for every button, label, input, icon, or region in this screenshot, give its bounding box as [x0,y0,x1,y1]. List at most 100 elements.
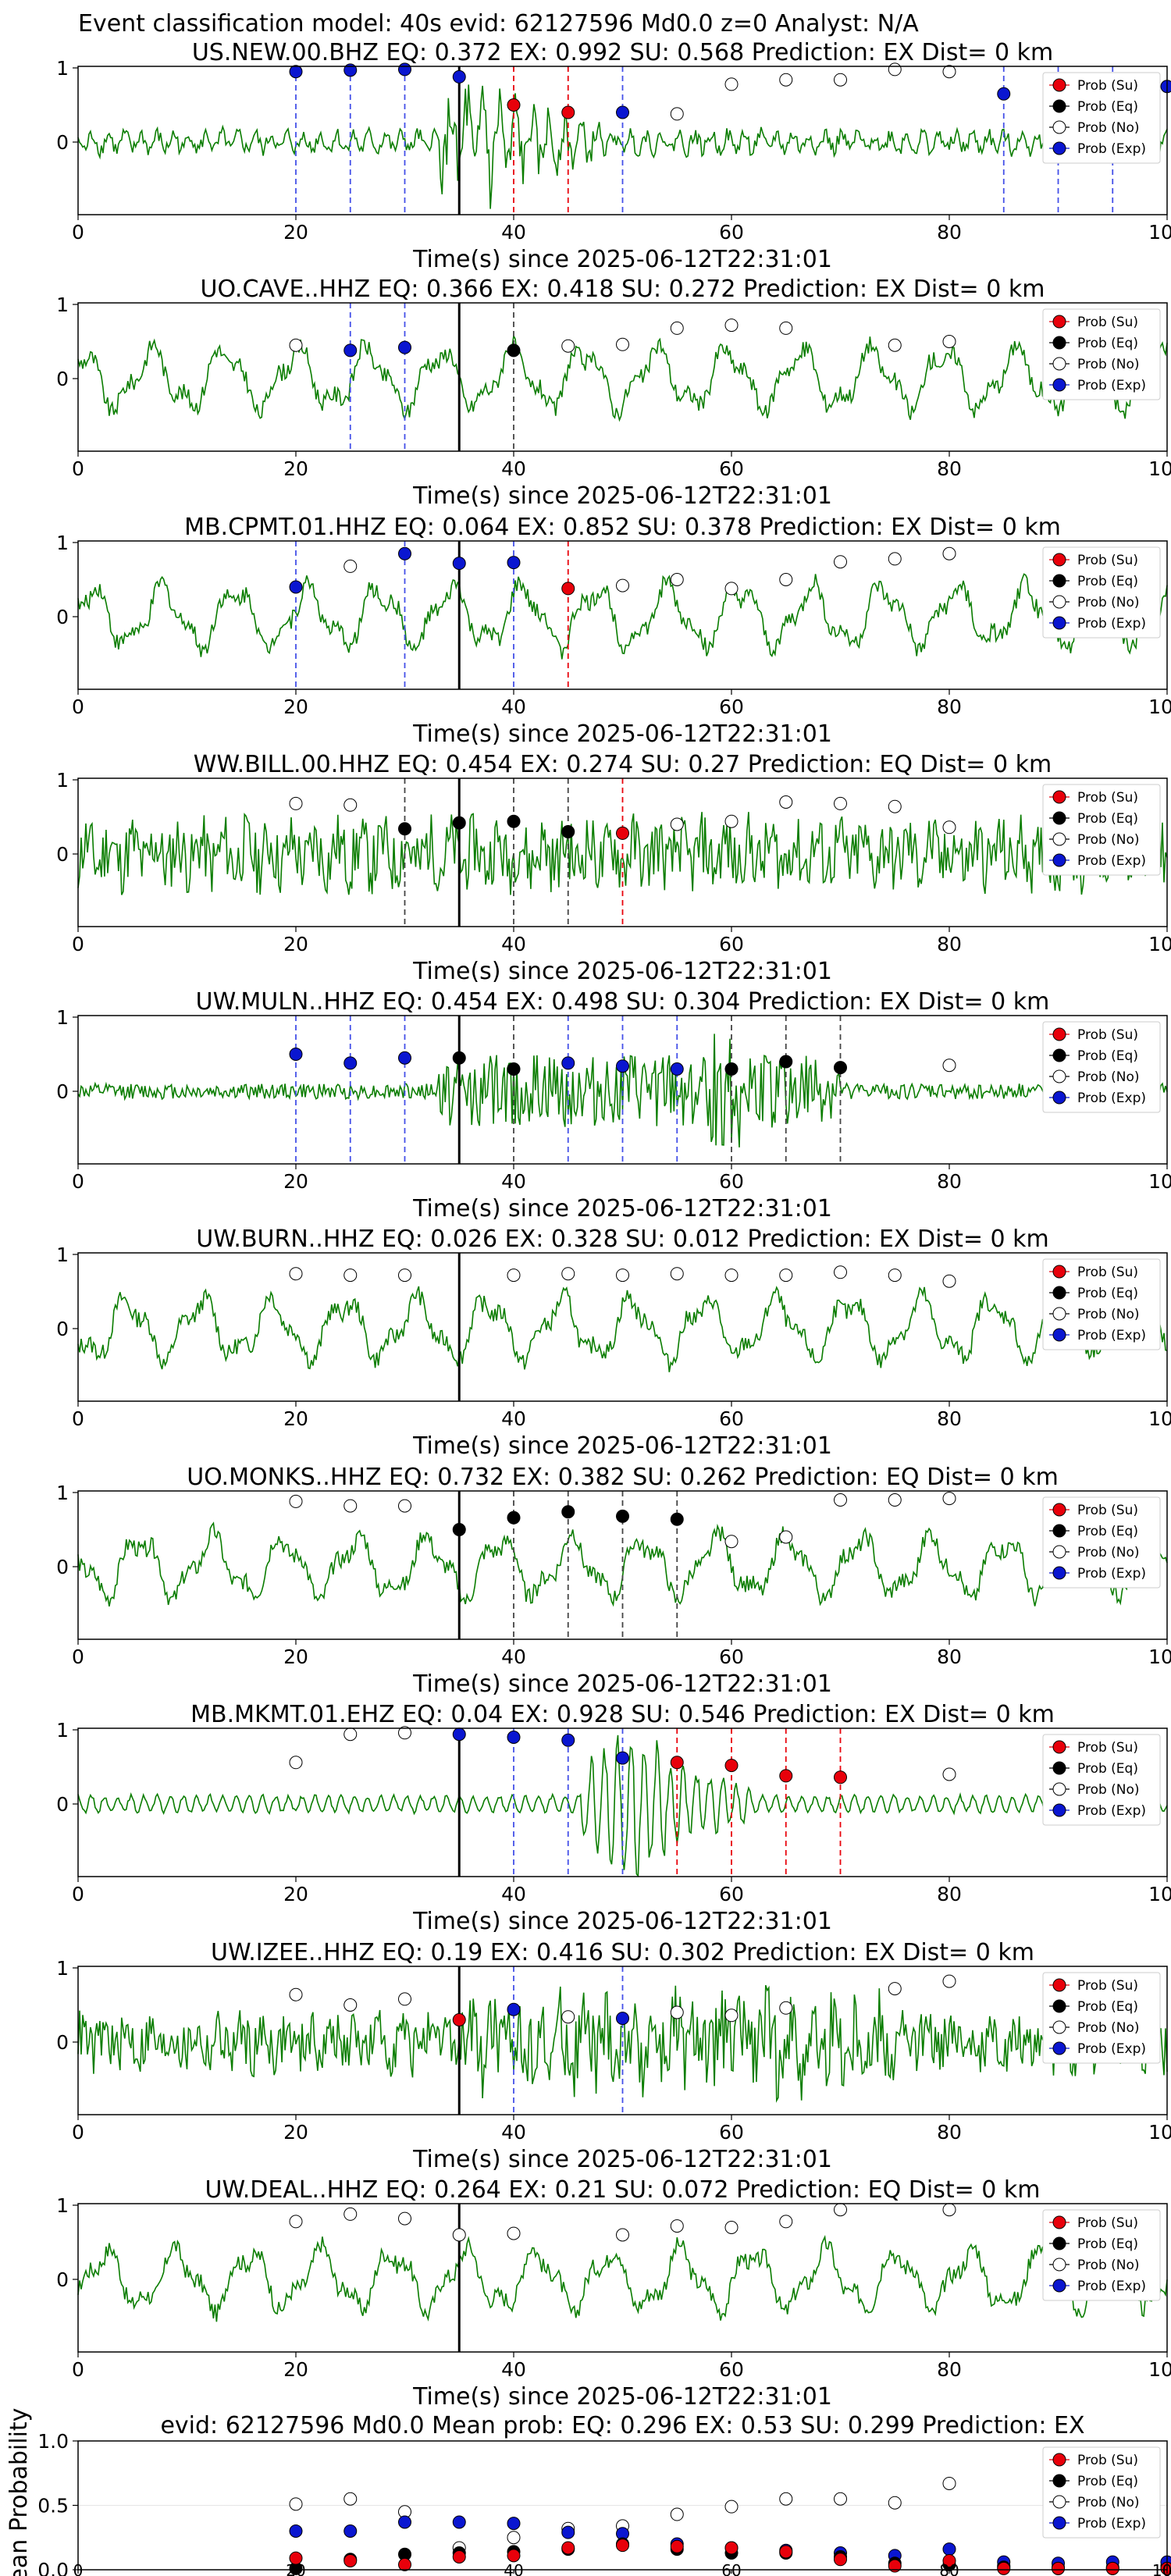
panel-title: UW.BURN..HHZ EQ: 0.026 EX: 0.328 SU: 0.0… [196,1226,1049,1253]
x-tick-label: 80 [937,2121,962,2144]
legend-marker-eq [1053,2237,1066,2250]
panel-title: UO.CAVE..HHZ EQ: 0.366 EX: 0.418 SU: 0.2… [201,276,1045,303]
legend-label-eq: Prob (Eq) [1077,811,1138,827]
legend-marker-exp [1053,142,1066,155]
legend-marker-eq [1053,1762,1066,1774]
legend-marker-su [1053,553,1066,566]
x-tick-label: 60 [719,933,744,955]
prob-marker-su [507,99,520,112]
x-tick-label: 20 [283,933,308,955]
legend-marker-exp [1053,854,1066,866]
x-tick-label: 60 [719,696,744,718]
panel-2: UO.CAVE..HHZ EQ: 0.366 EX: 0.418 SU: 0.2… [56,276,1171,510]
legend-marker-eq [1053,336,1066,349]
mean-prob-marker-su [780,2546,792,2558]
legend-label-no: Prob (No) [1077,1782,1140,1798]
prob-marker-no [888,1494,901,1507]
legend-label-no: Prob (No) [1077,2258,1140,2273]
legend-marker-no [1053,2021,1066,2033]
panel-10: UW.DEAL..HHZ EQ: 0.264 EX: 0.21 SU: 0.07… [56,2176,1171,2411]
y-tick-label: 1 [56,1482,69,1504]
prob-marker-no [399,1500,411,1512]
prob-marker-eq [671,1513,683,1525]
prob-marker-su [453,2014,465,2026]
y-axis-label: Mean Probability [5,2408,33,2576]
x-tick-label: 20 [283,221,308,244]
prob-marker-exp [671,1063,683,1076]
x-tick-label: 80 [937,933,962,955]
legend-label-no: Prob (No) [1077,832,1140,848]
x-axis-label: Time(s) since 2025-06-12T22:31:01 [412,2383,832,2411]
x-tick-label: 0 [72,1407,84,1430]
legend-label-exp: Prob (Exp) [1077,378,1146,393]
prob-marker-eq [399,823,411,835]
legend-marker-exp [1053,1091,1066,1104]
legend-label-no: Prob (No) [1077,120,1140,136]
legend: Prob (Su) Prob (Eq) Prob (No) Prob (Exp) [1043,73,1160,163]
legend-label-exp: Prob (Exp) [1077,616,1146,632]
panel-title: MB.MKMT.01.EHZ EQ: 0.04 EX: 0.928 SU: 0.… [190,1701,1055,1728]
prob-marker-no [671,1268,683,1280]
legend-label-eq: Prob (Eq) [1077,99,1138,115]
y-tick-label: 0 [56,1793,69,1816]
prob-marker-eq [507,815,520,827]
prob-marker-no [888,1983,901,1995]
legend-marker-no [1053,2258,1066,2271]
legend-marker-su [1053,79,1066,91]
panel-title: WW.BILL.00.HHZ EQ: 0.454 EX: 0.274 SU: 0… [194,751,1052,778]
x-tick-label: 80 [937,1407,962,1430]
prob-marker-exp [290,66,302,78]
prob-marker-no [617,579,629,592]
legend-label-exp: Prob (Exp) [1077,2041,1146,2057]
prob-marker-no [835,556,847,568]
panel-title: UW.MULN..HHZ EQ: 0.454 EX: 0.498 SU: 0.3… [196,988,1050,1016]
legend-label-exp: Prob (Exp) [1077,1328,1146,1343]
x-tick-label: 100 [1148,1407,1171,1430]
prob-marker-no [344,1269,357,1282]
x-tick-label: 40 [504,2561,523,2576]
mean-prob-marker-su [399,2558,411,2571]
legend-label-su: Prob (Su) [1077,1740,1138,1756]
prob-marker-eq [453,1051,465,1064]
x-tick-label: 40 [501,1883,526,1905]
legend-marker-su [1053,1741,1066,1753]
x-tick-label: 60 [721,2561,741,2576]
legend-label-no: Prob (No) [1077,1545,1140,1560]
mean-prob-marker-su [725,2542,738,2554]
panel-title: UW.DEAL..HHZ EQ: 0.264 EX: 0.21 SU: 0.07… [205,2176,1041,2204]
x-tick-label: 80 [937,221,962,244]
x-tick-label: 0 [72,457,84,480]
prob-marker-no [780,796,792,809]
legend-label-su: Prob (Su) [1077,790,1138,806]
y-tick-label: 1 [56,769,69,792]
legend-label-su: Prob (Su) [1077,1265,1138,1280]
prob-marker-no [671,2006,683,2019]
legend-marker-eq [1053,1525,1066,1537]
prob-marker-eq [453,1524,465,1536]
legend-label-su: Prob (Su) [1077,1978,1138,1994]
legend-marker-eq [1053,100,1066,112]
legend-marker-su [1053,791,1066,803]
mean-prob-marker-su [344,2554,357,2567]
prob-marker-exp [562,1734,575,1746]
prob-marker-no [562,1268,575,1280]
legend-label-exp: Prob (Exp) [1077,1091,1146,1106]
legend-marker-exp [1053,1804,1066,1816]
legend-marker-no [1053,2496,1066,2508]
prob-marker-exp [453,70,465,83]
x-tick-label: 80 [937,1883,962,1905]
prob-marker-no [943,1275,956,1287]
x-tick-label: 40 [501,457,526,480]
prob-marker-no [725,582,738,595]
legend-marker-no [1053,1783,1066,1795]
legend-marker-su [1053,315,1066,328]
prob-marker-no [399,1269,411,1282]
x-tick-label: 20 [283,457,308,480]
x-tick-label: 80 [937,457,962,480]
x-tick-label: 100 [1148,933,1171,955]
legend-label-exp: Prob (Exp) [1077,1803,1146,1819]
y-tick-label: 1 [56,1719,69,1742]
legend-label-exp: Prob (Exp) [1077,141,1146,157]
legend-label-no: Prob (No) [1077,595,1140,610]
prob-marker-exp [998,87,1010,100]
